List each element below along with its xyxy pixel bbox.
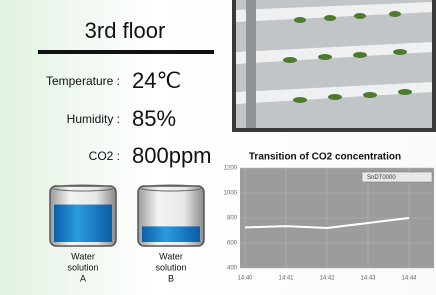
x-tick-label: 14:41 bbox=[278, 276, 294, 282]
tank-label: solution bbox=[67, 262, 98, 272]
reading-value: 24℃ bbox=[132, 68, 181, 93]
x-tick-label: 14:42 bbox=[319, 276, 335, 282]
reading-label: CO2 : bbox=[89, 149, 120, 163]
tank-label: B bbox=[168, 273, 174, 283]
floor-title: 3rd floor bbox=[85, 18, 166, 43]
tank-level bbox=[142, 226, 200, 242]
legend-label: SnDT0000 bbox=[367, 175, 396, 181]
x-tick-label: 14:44 bbox=[401, 276, 417, 282]
y-tick-label: 600 bbox=[227, 241, 238, 247]
reading-label: Temperature : bbox=[46, 74, 120, 88]
tank-label: A bbox=[80, 273, 86, 283]
chart-title: Transition of CO2 concentration bbox=[249, 152, 401, 163]
x-tick-label: 14:43 bbox=[360, 276, 376, 282]
reading-label: Humidity : bbox=[67, 112, 120, 126]
monitor-panel: 3rd floor Temperature : 24℃ Humidity : 85% C… bbox=[0, 0, 436, 295]
tank-label: Water bbox=[71, 251, 95, 261]
y-tick-label: 1000 bbox=[224, 191, 238, 197]
tank-level bbox=[54, 205, 112, 242]
tank-label: Water bbox=[159, 251, 183, 261]
x-tick-label: 14:40 bbox=[237, 276, 253, 282]
y-tick-label: 1200 bbox=[224, 166, 238, 172]
tank-label: solution bbox=[155, 262, 186, 272]
title-underline bbox=[38, 50, 214, 54]
reading-value: 85% bbox=[132, 106, 176, 131]
reading-value: 800ppm bbox=[132, 143, 212, 168]
photo bbox=[232, 0, 436, 132]
y-tick-label: 400 bbox=[227, 266, 238, 272]
y-tick-label: 800 bbox=[227, 216, 238, 222]
